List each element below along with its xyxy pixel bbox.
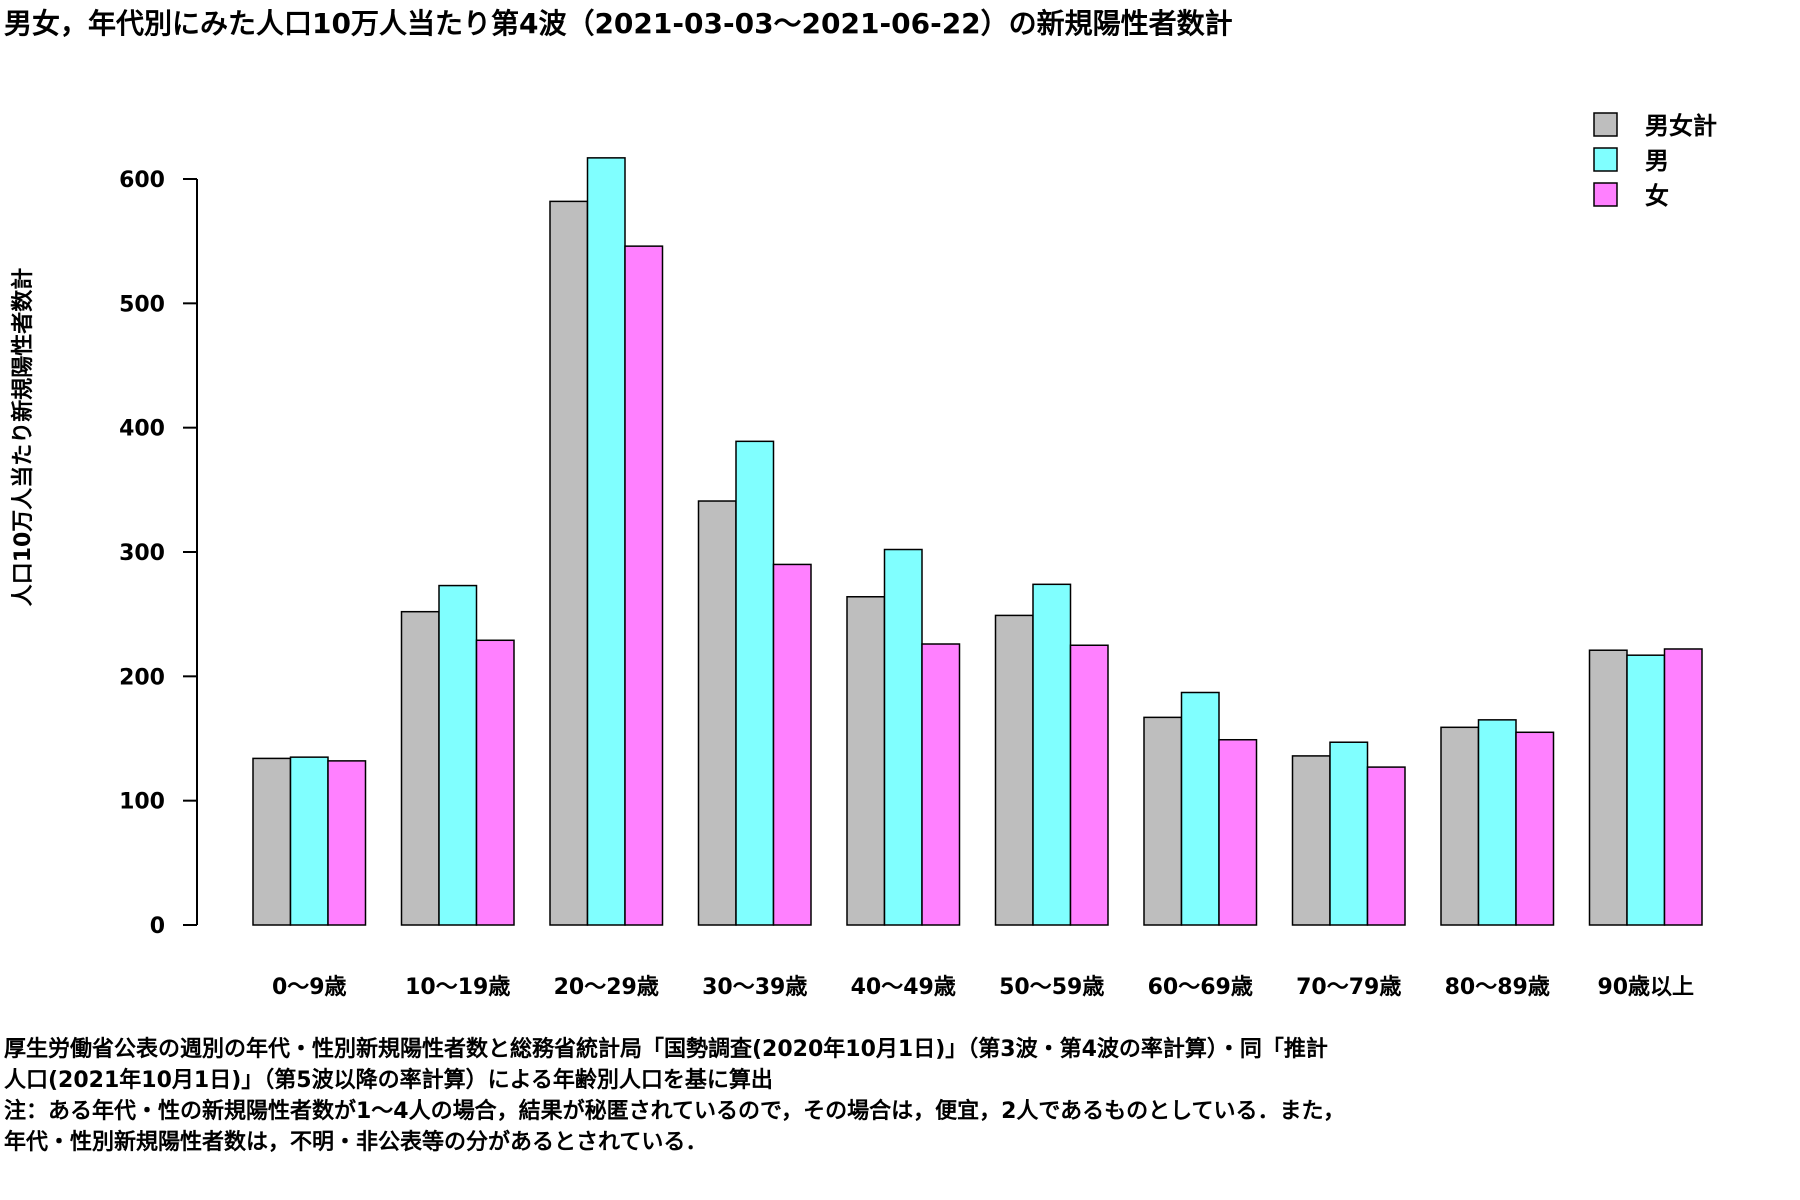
legend-label: 男 [1645,147,1669,175]
bar [1032,583,1072,926]
bar [1477,719,1517,926]
bar [921,643,961,926]
legend-label: 女 [1645,182,1669,210]
bar [1329,741,1369,926]
bar [994,614,1034,926]
bar [772,563,812,926]
x-tick-label: 40〜49歳 [851,975,956,1000]
legend-swatch [1593,182,1618,207]
x-tick-label: 10〜19歳 [405,975,510,1000]
y-tick-label: 0 [150,914,165,939]
bar [1366,766,1406,926]
bar [624,245,664,926]
bar [438,584,478,926]
y-tick-label: 400 [119,417,165,442]
bar-chart: 0 100 200 300 400 500 600 0〜9歳 10〜19歳 20〜29歳 30〜3… [10,112,1717,1000]
x-tick-label: 90歳以上 [1597,975,1694,1000]
note-line-1: 厚生労働省公表の週別の年代・性別新規陽性者数と総務省統計局「国勢調査(2020年… [4,1037,1328,1062]
x-tick-label: 20〜29歳 [554,975,659,1000]
note-line-3: 注：ある年代・性の新規陽性者数が1〜4人の場合，結果が秘匿されているので，その場… [4,1099,1346,1124]
y-tick-label: 200 [119,665,165,690]
bar [1291,755,1331,926]
bar [1218,738,1258,926]
bar [1069,644,1109,926]
x-tick-label: 70〜79歳 [1296,975,1401,1000]
x-tick-label: 30〜39歳 [702,975,807,1000]
note-line-2: 人口(2021年10月1日)」（第5波以降の率計算）による年齢別人口を基に算出 [4,1068,773,1093]
legend-swatch [1593,112,1618,137]
bar [1440,726,1480,926]
note-line-4: 年代・性別新規陽性者数は，不明・非公表等の分があるとされている． [4,1130,708,1155]
x-tick-label: 60〜69歳 [1148,975,1253,1000]
bar [846,596,886,926]
bar [1588,649,1628,926]
bar [883,548,923,926]
y-tick-label: 500 [119,292,165,317]
x-tick-label: 0〜9歳 [272,975,347,1000]
y-axis-label: 人口10万人当たり新規陽性者数計 [10,268,36,607]
bar [1626,654,1666,926]
y-tick-label: 600 [119,168,165,193]
bar [475,639,515,926]
bar [1180,691,1220,926]
bar [289,756,329,926]
bar [586,157,626,926]
bars [252,157,1703,926]
category-labels: 0〜9歳 10〜19歳 20〜29歳 30〜39歳 40〜49歳 50〜59歳 60〜69歳… [272,975,1694,1000]
bar [697,500,737,926]
y-axis: 0 100 200 300 400 500 600 [119,168,198,939]
chart-title: 男女，年代別にみた人口10万人当たり第4波（2021-03-03〜2021-06… [4,7,1233,40]
bar [327,760,367,926]
x-tick-label: 80〜89歳 [1445,975,1550,1000]
bar [252,757,292,926]
source-notes: 厚生労働省公表の週別の年代・性別新規陽性者数と総務省統計局「国勢調査(2020年… [4,1034,1796,1158]
bar [735,440,775,926]
x-tick-label: 50〜59歳 [999,975,1104,1000]
legend-label: 男女計 [1645,112,1717,140]
y-tick-label: 300 [119,541,165,566]
bar [1515,731,1555,926]
bar [400,610,440,926]
y-tick-label: 100 [119,790,165,815]
bar [549,200,589,926]
bar [1663,648,1703,926]
bar [1143,716,1183,926]
legend-swatch [1593,147,1618,172]
